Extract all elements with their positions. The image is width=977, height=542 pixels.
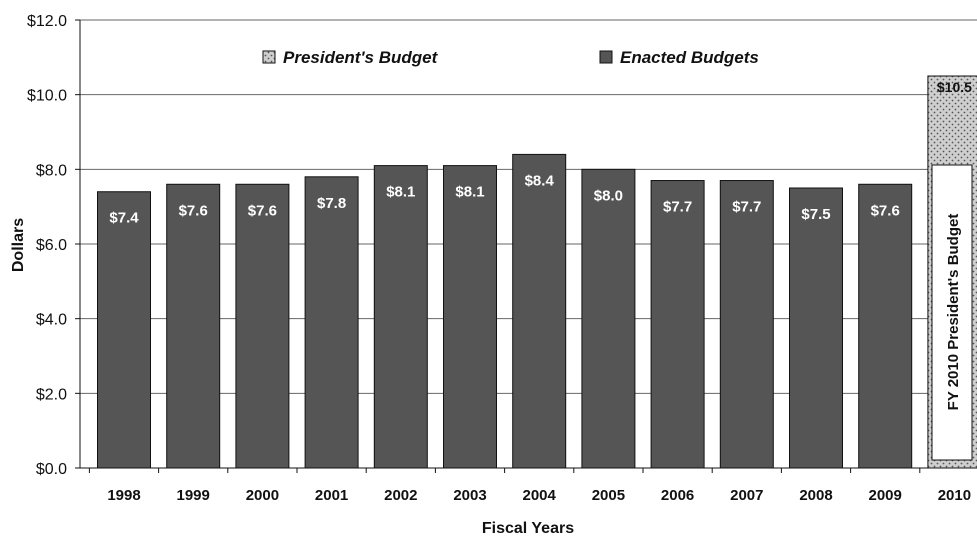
data-label-2008: $7.5 xyxy=(801,206,830,223)
y-tick-label: $10.0 xyxy=(27,88,67,105)
legend-swatch-enacted-budgets xyxy=(599,50,613,64)
fy2010-annotation: FY 2010 President's Budget xyxy=(931,164,973,461)
bar-1998 xyxy=(97,191,151,469)
legend-label-presidents-budget: President's Budget xyxy=(283,48,439,67)
data-label-2005: $8.0 xyxy=(594,187,623,204)
x-axis-ticks: 1998 1999 2000 2001 2002 2003 2004 2005 2006 2007… xyxy=(88,468,971,504)
y-tick-label: $0.0 xyxy=(36,461,67,478)
x-tick-label: 1999 xyxy=(177,487,210,504)
x-axis-title: Fiscal Years xyxy=(482,520,574,537)
y-axis-title: Dollars xyxy=(10,218,27,272)
bar-2005 xyxy=(581,168,636,469)
bar-2000 xyxy=(235,183,290,469)
y-tick-label: $4.0 xyxy=(36,312,67,329)
y-axis-ticks: $0.0 $2.0 $4.0 $6.0 $8.0 $10.0 $12.0 xyxy=(27,13,80,478)
y-tick-label: $6.0 xyxy=(36,237,67,254)
data-label-2001: $7.8 xyxy=(317,195,346,212)
bar-2006 xyxy=(650,180,705,469)
bar-2002 xyxy=(373,165,428,469)
data-label-2010: $10.5 xyxy=(937,79,972,95)
bar-1999 xyxy=(166,183,221,469)
y-tick-label: $2.0 xyxy=(36,386,67,403)
x-tick-label: 2003 xyxy=(453,487,486,504)
data-label-1998: $7.4 xyxy=(109,210,139,227)
x-tick-label: 2001 xyxy=(315,487,348,504)
x-tick-label: 2005 xyxy=(592,487,625,504)
legend-swatch-presidents-budget xyxy=(262,50,276,64)
bar-2001 xyxy=(304,176,359,469)
x-tick-label: 1998 xyxy=(107,487,140,504)
bar-2004 xyxy=(512,153,567,469)
bar-2008 xyxy=(789,187,843,469)
x-tick-label: 2008 xyxy=(799,487,832,504)
data-label-2004: $8.4 xyxy=(525,172,555,189)
annotation-text: FY 2010 President's Budget xyxy=(945,214,962,411)
x-tick-label: 2007 xyxy=(730,487,763,504)
data-label-1999: $7.6 xyxy=(179,202,208,219)
data-label-2009: $7.6 xyxy=(871,202,900,219)
data-label-2002: $8.1 xyxy=(386,184,415,201)
x-tick-label: 2002 xyxy=(384,487,417,504)
y-tick-label: $12.0 xyxy=(27,13,67,30)
data-label-2007: $7.7 xyxy=(732,199,761,216)
annotation-box xyxy=(931,164,973,461)
legend-label-enacted-budgets: Enacted Budgets xyxy=(620,48,759,67)
data-labels: $7.4 $7.6 $7.6 $7.8 $8.1 $8.1 $8.4 $8.0 $7.7 $7.7… xyxy=(109,79,972,227)
bars xyxy=(97,75,977,469)
x-tick-label: 2004 xyxy=(523,487,557,504)
x-tick-label: 2006 xyxy=(661,487,694,504)
x-tick-label: 2000 xyxy=(246,487,279,504)
data-label-2003: $8.1 xyxy=(455,184,484,201)
bar-2007 xyxy=(719,180,774,469)
x-tick-label: 2009 xyxy=(869,487,902,504)
x-tick-label: 2010 xyxy=(938,487,971,504)
data-label-2000: $7.6 xyxy=(248,202,277,219)
y-tick-label: $8.0 xyxy=(36,162,67,179)
bar-2009 xyxy=(858,183,913,469)
legend: President's Budget Enacted Budgets xyxy=(262,48,759,67)
bar-2003 xyxy=(443,165,497,469)
data-label-2006: $7.7 xyxy=(663,199,692,216)
